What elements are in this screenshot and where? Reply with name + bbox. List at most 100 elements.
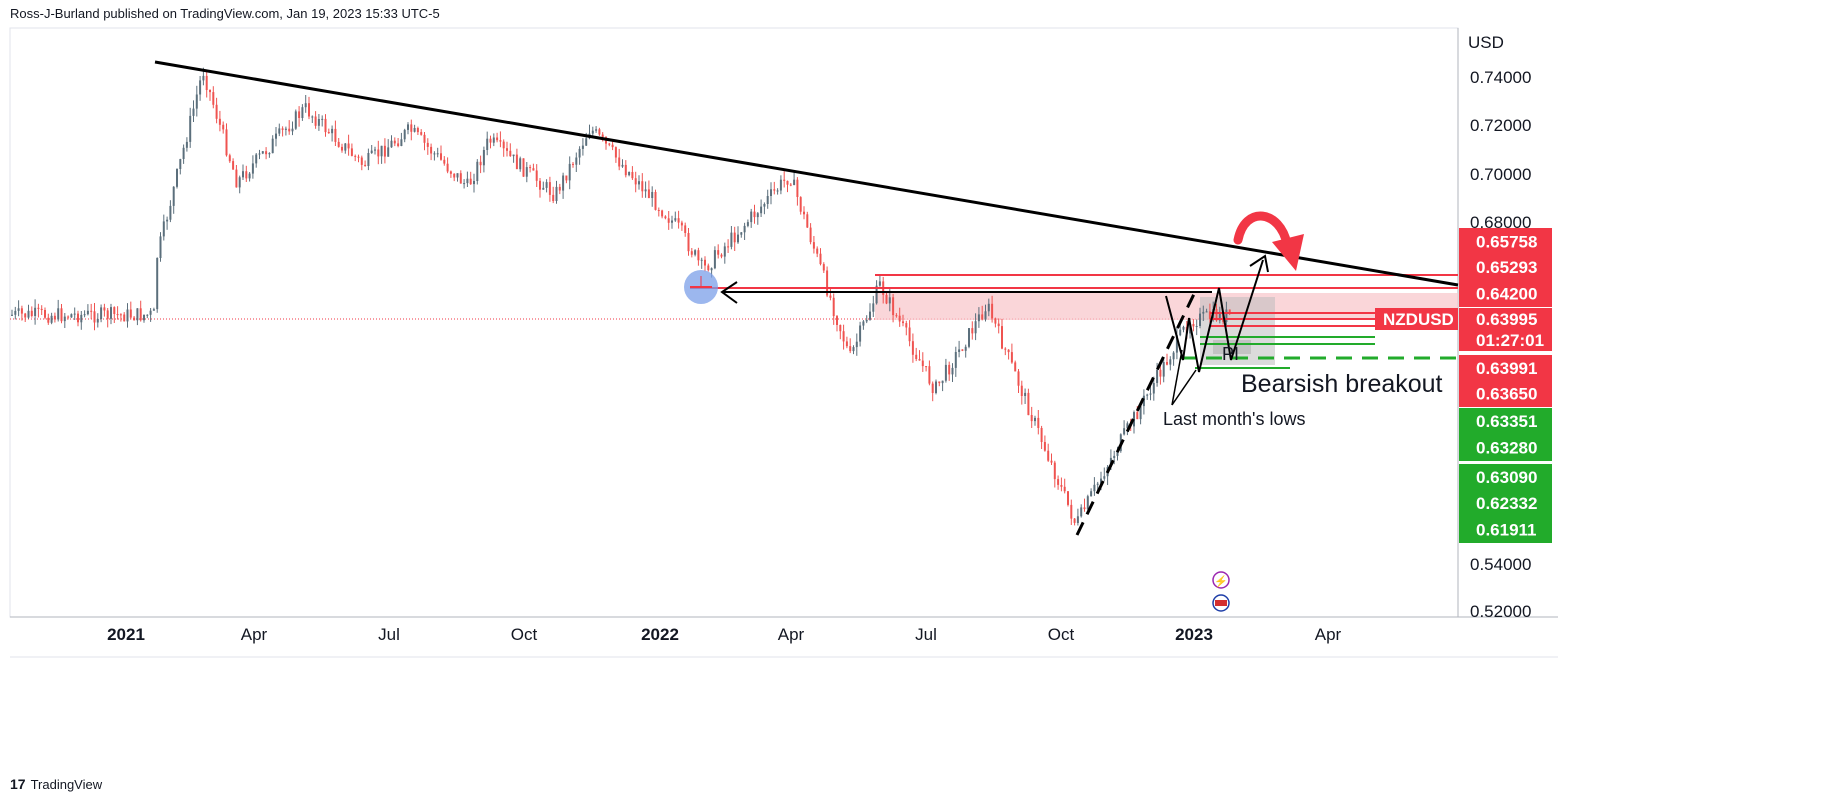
candle-body	[90, 310, 93, 312]
candle-body	[1136, 412, 1139, 420]
candle-body	[776, 190, 779, 192]
candle-body	[1010, 352, 1013, 363]
price-badge-text: 0.65293	[1476, 258, 1537, 277]
candle-body	[1113, 455, 1116, 458]
candle-body	[704, 259, 706, 266]
candle-body	[740, 232, 743, 235]
candle-body	[948, 364, 951, 375]
price-badge	[1459, 355, 1552, 381]
candle-body	[997, 323, 1000, 327]
candle-body	[321, 118, 324, 120]
candle-body	[284, 128, 287, 130]
candle-body	[819, 253, 822, 265]
candle-body	[845, 341, 848, 347]
candle-body	[641, 181, 644, 192]
candle-body	[255, 154, 258, 164]
candle-body	[397, 143, 400, 146]
candle-body	[139, 308, 142, 321]
price-badge	[1459, 308, 1552, 330]
lows-annotation: Last month's lows	[1163, 409, 1306, 429]
candle-body	[1208, 311, 1211, 319]
candle-body	[515, 154, 518, 170]
candle-body	[687, 233, 690, 252]
lightning-glyph: ⚡	[1214, 575, 1228, 588]
price-badge-text: 0.63991	[1476, 359, 1537, 378]
candle-body	[1126, 423, 1129, 429]
price-badge-text: 0.63280	[1476, 439, 1537, 458]
y-tick-label: 0.70000	[1470, 165, 1531, 184]
candle-body	[1060, 485, 1063, 487]
candle-body	[657, 210, 660, 211]
candle-body	[829, 295, 832, 298]
candle-body	[859, 325, 862, 342]
candle-body	[209, 90, 211, 93]
candle-body	[634, 178, 637, 185]
price-badge	[1459, 280, 1552, 307]
candle-body	[991, 303, 994, 319]
candle-body	[872, 303, 875, 312]
candle-body	[572, 163, 574, 165]
price-badge-text: 0.63650	[1476, 385, 1537, 404]
candle-body	[941, 380, 944, 384]
candle-body	[898, 315, 901, 322]
candle-body	[789, 184, 792, 186]
candle-body	[1037, 417, 1040, 428]
candle-body	[341, 146, 343, 151]
candle-body	[1076, 516, 1079, 523]
candle-body	[499, 140, 502, 142]
candle-body	[374, 149, 376, 151]
candle-body	[380, 145, 383, 157]
candle-body	[565, 175, 568, 181]
candle-body	[684, 225, 687, 233]
candle-body	[1162, 362, 1165, 377]
candle-body	[509, 150, 512, 157]
candle-body	[1017, 371, 1020, 386]
candle-body	[921, 360, 924, 367]
candle-body	[63, 316, 66, 322]
candle-body	[1228, 309, 1231, 314]
candle-body	[968, 328, 970, 347]
candle-body	[225, 129, 228, 156]
candle-body	[902, 321, 904, 324]
candle-body	[47, 317, 50, 323]
candle-body	[539, 180, 541, 190]
candle-body	[334, 128, 337, 142]
candle-body	[743, 225, 746, 233]
candle-body	[324, 118, 327, 133]
candle-body	[1103, 476, 1106, 479]
candle-body	[671, 220, 673, 223]
arrowhead	[1249, 254, 1269, 273]
candle-body	[199, 80, 202, 95]
candle-body	[710, 268, 713, 271]
y-tick-label: 0.52000	[1470, 602, 1531, 621]
candle-body	[674, 218, 677, 221]
candle-body	[598, 129, 601, 135]
candle-body	[133, 317, 136, 321]
candle-body	[146, 314, 149, 316]
candle-body	[1172, 352, 1175, 360]
candle-body	[436, 153, 439, 155]
candle-body	[403, 129, 406, 140]
candle-body	[935, 381, 937, 393]
candle-body	[1014, 362, 1017, 372]
candle-body	[895, 315, 898, 317]
candle-body	[275, 133, 277, 139]
candle-body	[17, 308, 20, 311]
candle-body	[317, 119, 320, 126]
candle-body	[667, 218, 670, 223]
tradingview-footer[interactable]: 17 TradingView	[10, 776, 102, 792]
price-badge-text: 0.64200	[1476, 285, 1537, 304]
candle-body	[644, 189, 647, 192]
candle-body	[496, 137, 499, 141]
candle-body	[288, 128, 291, 132]
currency-label: USD	[1468, 33, 1504, 52]
candle-body	[459, 173, 462, 184]
candle-body	[756, 213, 759, 218]
candle-body	[1156, 369, 1159, 383]
candle-body	[476, 161, 479, 181]
candle-body	[1195, 326, 1198, 327]
projected-path	[1165, 259, 1264, 373]
candle-body	[631, 172, 634, 179]
candle-body	[925, 366, 928, 368]
